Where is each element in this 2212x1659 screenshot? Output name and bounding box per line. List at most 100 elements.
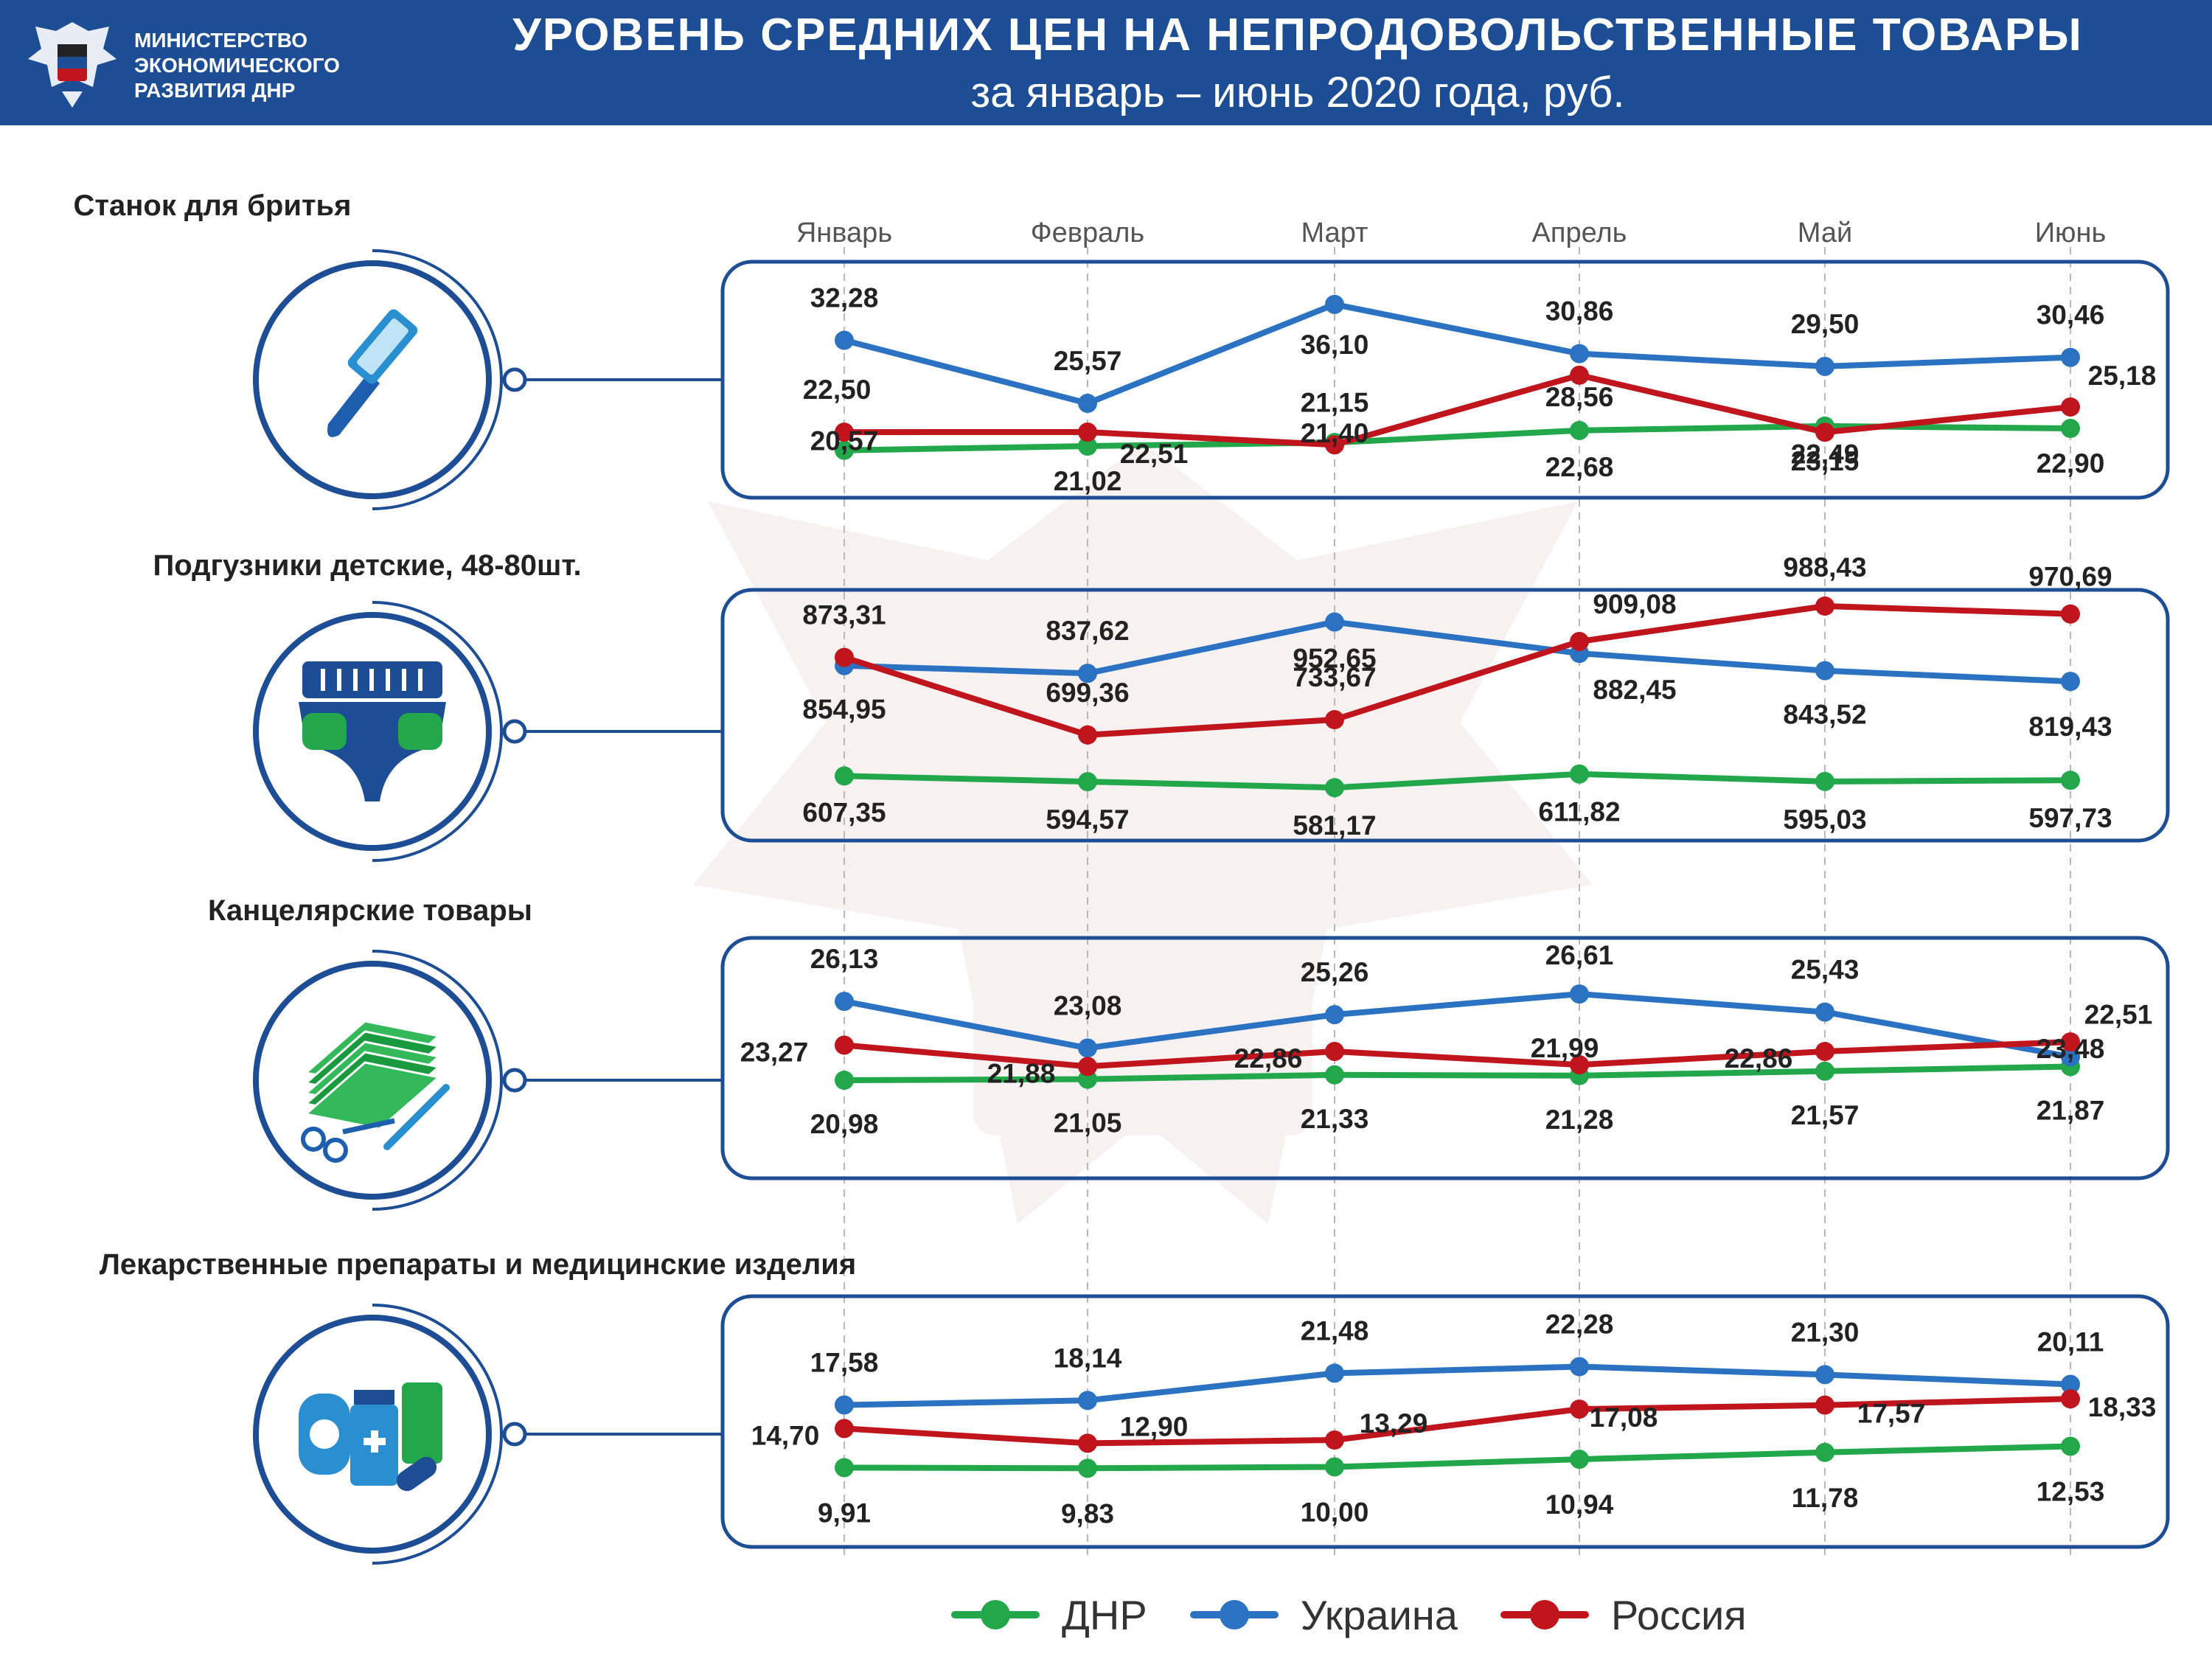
data-point-russia xyxy=(1570,631,1589,651)
data-label-dnr: 21,57 xyxy=(1791,1100,1860,1130)
icon-ring-outer xyxy=(372,601,503,862)
data-point-dnr xyxy=(835,1458,854,1478)
data-label-ukraine: 819,43 xyxy=(2028,712,2112,742)
data-label-ukraine: 23,08 xyxy=(1054,990,1122,1020)
data-label-russia: 873,31 xyxy=(802,600,886,630)
data-label-dnr: 9,83 xyxy=(1061,1498,1114,1528)
legend-item-ukraine: Украина xyxy=(1189,1591,1458,1639)
series-line-russia xyxy=(844,1396,2071,1447)
data-point-dnr xyxy=(1815,771,1834,791)
month-label: Апрель xyxy=(1532,218,1627,248)
stationery-icon xyxy=(301,1020,450,1163)
data-label-ukraine: 17,58 xyxy=(810,1348,879,1378)
legend-item-russia: Россия xyxy=(1500,1591,1747,1639)
month-label: Июнь xyxy=(2035,218,2107,248)
data-label-dnr: 607,35 xyxy=(802,797,886,827)
legend-swatch-dnr xyxy=(951,1600,1040,1630)
data-point-dnr xyxy=(1325,778,1344,798)
data-point-dnr xyxy=(2061,419,2080,439)
header-banner: МИНИСТЕРСТВО ЭКОНОМИЧЕСКОГО РАЗВИТИЯ ДНР… xyxy=(0,0,2212,125)
data-point-dnr xyxy=(835,1071,854,1091)
data-point-ukraine xyxy=(2061,672,2080,692)
data-point-ukraine xyxy=(1815,1365,1834,1385)
chart-title: Подгузники детские, 48-80шт. xyxy=(153,549,581,582)
data-label-russia: 733,67 xyxy=(1293,662,1376,692)
data-label-ukraine: 18,14 xyxy=(1054,1343,1122,1373)
data-label-russia: 22,86 xyxy=(1234,1043,1303,1074)
month-label: Март xyxy=(1301,218,1368,248)
data-point-russia xyxy=(1570,365,1589,385)
data-point-ukraine xyxy=(1078,394,1097,414)
data-label-russia: 22,49 xyxy=(1791,439,1860,469)
data-point-russia xyxy=(1325,710,1344,730)
diaper-icon xyxy=(299,661,446,801)
data-point-dnr xyxy=(1078,437,1097,456)
data-point-ukraine xyxy=(1815,661,1834,681)
data-label-russia: 13,29 xyxy=(1360,1408,1428,1439)
series-line-dnr xyxy=(844,771,2071,791)
data-label-ukraine: 882,45 xyxy=(1593,675,1676,705)
data-label-dnr: 21,33 xyxy=(1301,1104,1369,1134)
coat-of-arms-icon xyxy=(28,22,116,108)
data-label-russia: 970,69 xyxy=(2028,562,2112,592)
data-label-russia: 12,90 xyxy=(1120,1411,1189,1441)
ministry-name-line: РАЗВИТИЯ ДНР xyxy=(134,79,296,102)
data-point-russia xyxy=(1815,422,1834,442)
data-label-dnr: 597,73 xyxy=(2028,803,2112,833)
legend: ДНР Украина Россия xyxy=(951,1585,1790,1644)
data-point-russia xyxy=(1078,422,1097,442)
data-label-ukraine: 843,52 xyxy=(1783,700,1866,730)
razor-icon xyxy=(327,309,418,437)
data-label-ukraine: 21,48 xyxy=(1301,1315,1369,1346)
data-label-dnr: 594,57 xyxy=(1046,804,1129,835)
data-point-russia xyxy=(1325,435,1344,455)
icon-ring-outer xyxy=(372,249,503,510)
data-label-dnr: 10,94 xyxy=(1545,1489,1614,1520)
data-point-dnr xyxy=(1570,1450,1589,1470)
data-point-dnr xyxy=(1570,764,1589,784)
series-line-russia xyxy=(844,1039,2071,1070)
ministry-name: МИНИСТЕРСТВО ЭКОНОМИЧЕСКОГО РАЗВИТИЯ ДНР xyxy=(134,28,378,103)
data-point-ukraine xyxy=(1815,356,1834,376)
data-label-russia: 22,86 xyxy=(1725,1043,1793,1074)
series-line-ukraine xyxy=(844,1363,2071,1408)
data-label-russia: 17,57 xyxy=(1857,1399,1926,1429)
data-label-russia: 14,70 xyxy=(751,1420,820,1450)
data-point-russia xyxy=(2061,604,2080,624)
data-label-russia: 18,33 xyxy=(2088,1392,2157,1422)
chart-panel-frame xyxy=(720,936,2170,1180)
data-point-dnr xyxy=(1078,1458,1097,1478)
data-label-dnr: 611,82 xyxy=(1538,797,1620,827)
legend-item-dnr: ДНР xyxy=(951,1591,1147,1639)
connector-dot xyxy=(502,719,527,744)
data-label-ukraine: 30,46 xyxy=(2037,300,2105,330)
data-label-russia: 21,88 xyxy=(987,1058,1056,1088)
series-line-ukraine xyxy=(843,301,2071,406)
data-label-russia: 988,43 xyxy=(1783,552,1866,582)
data-point-ukraine xyxy=(835,992,854,1012)
data-point-dnr xyxy=(2061,1436,2080,1456)
data-label-dnr: 12,53 xyxy=(2037,1476,2105,1506)
data-point-russia xyxy=(1325,1430,1344,1450)
data-point-russia xyxy=(1078,1057,1097,1077)
chart-panel-frame xyxy=(720,260,2170,500)
data-label-ukraine: 26,13 xyxy=(810,944,879,974)
data-label-ukraine: 952,65 xyxy=(1293,644,1376,674)
chart-title: Станок для бритья xyxy=(74,189,352,222)
data-point-ukraine xyxy=(1325,294,1344,314)
data-point-ukraine xyxy=(1078,1038,1097,1058)
chart-panel-frame xyxy=(720,1294,2170,1549)
data-label-dnr: 21,02 xyxy=(1054,466,1122,496)
series-line-ukraine xyxy=(844,619,2071,685)
data-point-ukraine xyxy=(2061,347,2080,367)
data-label-dnr: 10,00 xyxy=(1301,1497,1369,1527)
data-point-ukraine xyxy=(1815,1002,1834,1022)
data-point-russia xyxy=(2061,397,2080,417)
ministry-name-line: МИНИСТЕРСТВО xyxy=(134,29,308,52)
data-label-russia: 17,08 xyxy=(1590,1402,1658,1433)
series-line-russia xyxy=(844,372,2071,448)
legend-swatch-ukraine xyxy=(1189,1600,1279,1630)
series-line-russia xyxy=(843,603,2071,738)
data-point-russia xyxy=(1325,1041,1344,1061)
